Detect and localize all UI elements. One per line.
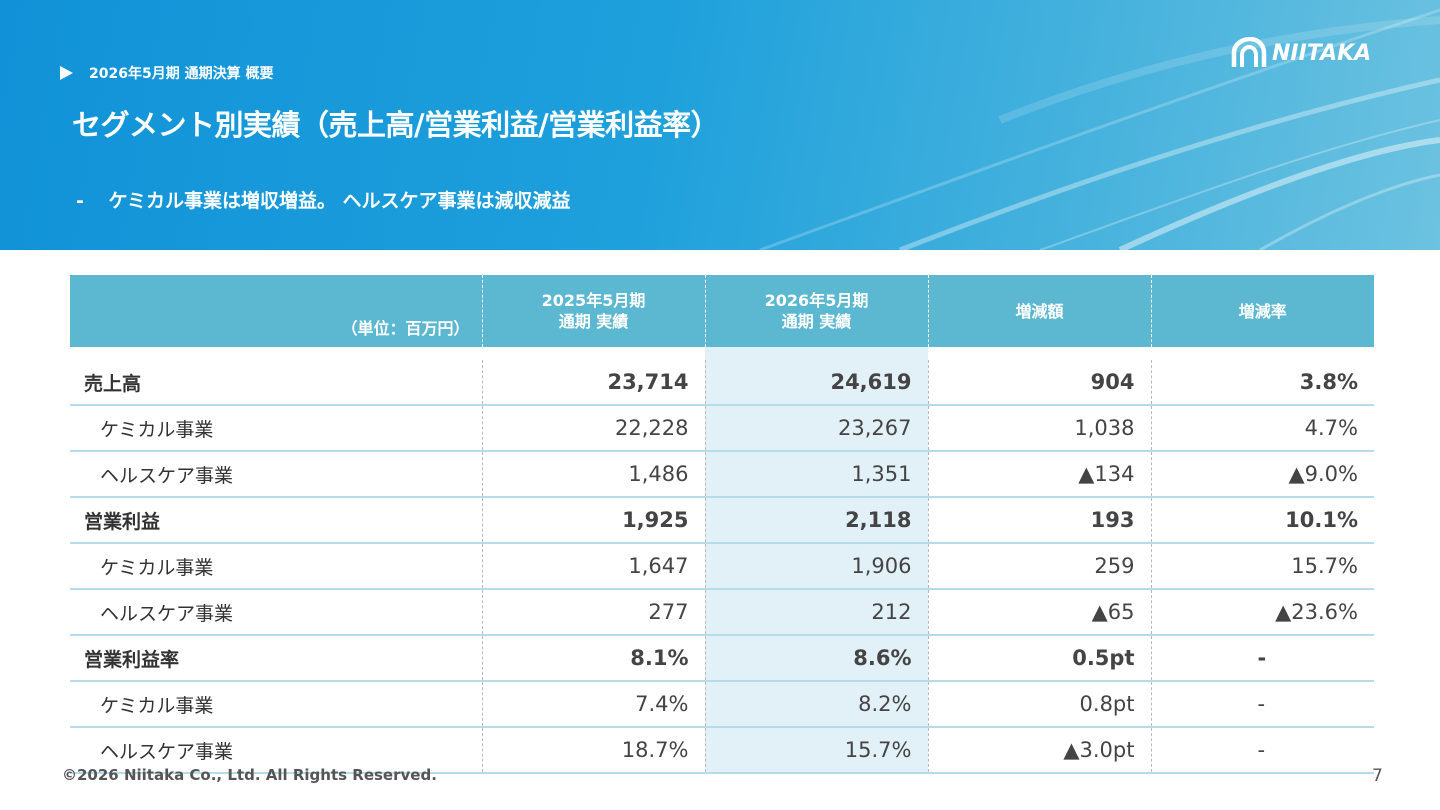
table-cell: 18.7%: [482, 727, 706, 774]
col-header-line: 2025年5月期: [541, 291, 646, 310]
table-cell: ▲3.0pt: [928, 727, 1152, 774]
table-cell: 7.4%: [482, 681, 706, 728]
table-cell: 8.2%: [705, 681, 929, 728]
logo-text: NIITAKA: [1272, 40, 1372, 66]
page-title: セグメント別実績（売上高/営業利益/営業利益率）: [72, 108, 720, 142]
table-row: ケミカル事業 1,647 1,906 259 15.7%: [70, 543, 1374, 590]
col-header-fy2026: 2026年5月期 通期 実績: [705, 275, 929, 347]
breadcrumb-text: 2026年5月期 通期決算 概要: [89, 66, 274, 82]
table-cell: 23,714: [482, 360, 706, 406]
table-cell: 212: [705, 589, 929, 636]
col-header-line: 増減額: [1015, 301, 1064, 321]
row-label: ヘルスケア事業: [70, 727, 483, 774]
row-label: ヘルスケア事業: [70, 589, 483, 636]
table-cell: 0.8pt: [928, 681, 1152, 728]
table-cell: 1,351: [705, 451, 929, 498]
row-label: 営業利益率: [70, 635, 483, 682]
copyright: ©2026 Niitaka Co., Ltd. All Rights Reser…: [62, 766, 437, 784]
table-cell: 24,619: [705, 360, 929, 406]
table-cell: 0.5pt: [928, 635, 1152, 682]
row-label: ケミカル事業: [70, 681, 483, 728]
table-row: 営業利益 1,925 2,118 193 10.1%: [70, 497, 1374, 544]
table-cell: -: [1151, 635, 1374, 682]
header-banner: 2026年5月期 通期決算 概要 セグメント別実績（売上高/営業利益/営業利益率…: [0, 0, 1440, 250]
niitaka-logo-icon: [1231, 37, 1267, 67]
col-header-line: 通期 実績: [558, 312, 629, 331]
table-cell: 277: [482, 589, 706, 636]
row-label: ケミカル事業: [70, 405, 483, 452]
unit-label: （単位：百万円）: [70, 275, 483, 347]
table-cell: ▲65: [928, 589, 1152, 636]
row-label: 売上高: [70, 360, 483, 406]
table-row: ケミカル事業 22,228 23,267 1,038 4.7%: [70, 405, 1374, 452]
table-cell: ▲9.0%: [1151, 451, 1374, 498]
table-cell: 3.8%: [1151, 360, 1374, 406]
table-header-row: （単位：百万円） 2025年5月期 通期 実績 2026年5月期 通期 実績 増…: [70, 275, 1374, 347]
table-cell: 1,486: [482, 451, 706, 498]
table-cell: 193: [928, 497, 1152, 544]
table-cell: 22,228: [482, 405, 706, 452]
table-cell: 1,038: [928, 405, 1152, 452]
table-row: 売上高 23,714 24,619 904 3.8%: [70, 360, 1374, 406]
table-cell: ▲23.6%: [1151, 589, 1374, 636]
table-cell: 904: [928, 360, 1152, 406]
table-cell: 1,906: [705, 543, 929, 590]
table-cell: 23,267: [705, 405, 929, 452]
table-cell: 15.7%: [705, 727, 929, 774]
table-row: ヘルスケア事業 18.7% 15.7% ▲3.0pt -: [70, 727, 1374, 774]
col-header-line: 通期 実績: [781, 312, 852, 331]
page-number: 7: [1372, 766, 1383, 786]
table-cell: -: [1151, 681, 1374, 728]
table-cell: 15.7%: [1151, 543, 1374, 590]
table-row: 営業利益率 8.1% 8.6% 0.5pt -: [70, 635, 1374, 682]
table-cell: 1,647: [482, 543, 706, 590]
company-logo: NIITAKA: [1230, 36, 1405, 70]
decorative-swoosh-icon: [759, 8, 1440, 250]
table-row: ヘルスケア事業 277 212 ▲65 ▲23.6%: [70, 589, 1374, 636]
col-header-change-rate: 増減率: [1151, 275, 1374, 347]
row-label: 営業利益: [70, 497, 483, 544]
col-header-line: 増減率: [1238, 301, 1287, 321]
table-cell: ▲134: [928, 451, 1152, 498]
segment-results-table: （単位：百万円） 2025年5月期 通期 実績 2026年5月期 通期 実績 増…: [70, 275, 1374, 774]
table-cell: 8.1%: [482, 635, 706, 682]
col-header-change-amount: 増減額: [928, 275, 1152, 347]
table-row: ヘルスケア事業 1,486 1,351 ▲134 ▲9.0%: [70, 451, 1374, 498]
subtitle-dash: -: [76, 190, 84, 212]
row-label: ケミカル事業: [70, 543, 483, 590]
triangle-bullet-icon: [60, 66, 73, 80]
table-cell: 10.1%: [1151, 497, 1374, 544]
subtitle: - ケミカル事業は増収増益。 ヘルスケア事業は減収減益: [76, 186, 571, 213]
table-row: ケミカル事業 7.4% 8.2% 0.8pt -: [70, 681, 1374, 728]
row-label: ヘルスケア事業: [70, 451, 483, 498]
col-header-fy2025: 2025年5月期 通期 実績: [482, 275, 706, 347]
table-cell: -: [1151, 727, 1374, 774]
breadcrumb: 2026年5月期 通期決算 概要: [60, 63, 273, 83]
subtitle-text: ケミカル事業は増収増益。 ヘルスケア事業は減収減益: [108, 190, 571, 212]
table-cell: 259: [928, 543, 1152, 590]
table-cell: 1,925: [482, 497, 706, 544]
table-cell: 8.6%: [705, 635, 929, 682]
table-cell: 4.7%: [1151, 405, 1374, 452]
col-header-line: 2026年5月期: [764, 291, 869, 310]
table-cell: 2,118: [705, 497, 929, 544]
